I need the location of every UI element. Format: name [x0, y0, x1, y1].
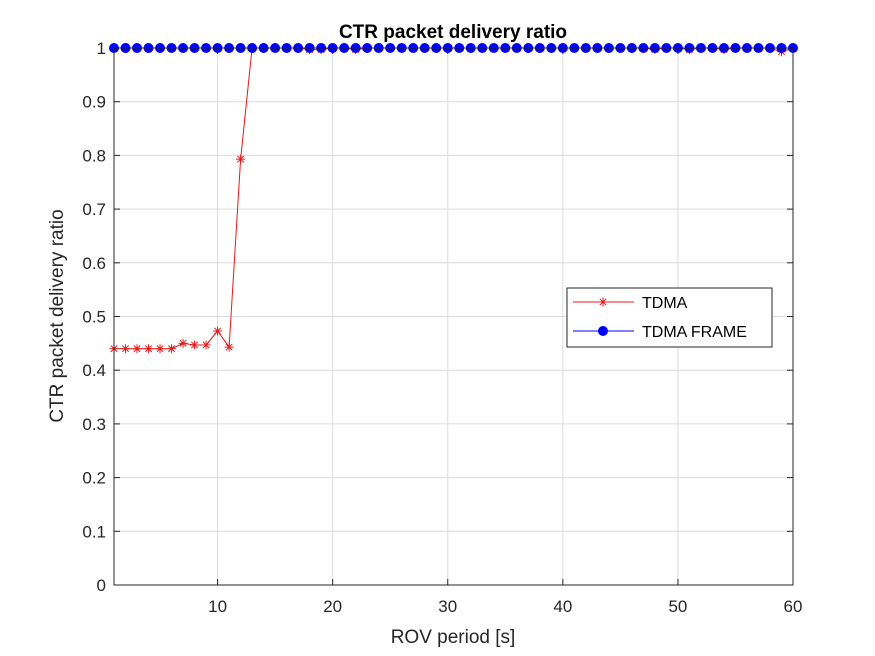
y-tick-label: 0.4 — [82, 361, 106, 380]
legend: TDMA TDMA FRAME — [566, 287, 773, 348]
data-point-tdma — [201, 340, 211, 350]
y-tick-label: 0.8 — [82, 146, 106, 165]
tick-labels: 10 20 30 40 50 60 0 0.1 0.2 0.3 0.4 0.5 0.6 0.7 0.8 0.9… — [82, 39, 802, 616]
y-tick-label: 0.9 — [82, 93, 106, 112]
y-tick-label: 0.1 — [82, 522, 106, 541]
y-tick-label: 0.6 — [82, 254, 106, 273]
x-tick-label: 60 — [784, 597, 803, 616]
legend-marker-point — [598, 326, 608, 336]
y-tick-label: 0.5 — [82, 308, 106, 327]
data-point-tdma — [236, 154, 246, 164]
data-point-tdma — [155, 344, 165, 354]
legend-marker-tdma-frame — [598, 326, 608, 336]
legend-marker-tdma — [598, 297, 608, 307]
x-tick-label: 10 — [208, 597, 227, 616]
data-point-tdma — [121, 344, 131, 354]
y-tick-label: 0.7 — [82, 200, 106, 219]
y-tick-label: 0 — [97, 576, 106, 595]
legend-box — [566, 287, 773, 348]
y-tick-label: 0.2 — [82, 469, 106, 488]
data-point-tdma — [144, 344, 154, 354]
x-tick-label: 40 — [553, 597, 572, 616]
plot-frame — [113, 47, 794, 586]
data-point-tdma — [178, 338, 188, 348]
data-point-tdma — [224, 342, 234, 352]
data-point-tdma — [132, 344, 142, 354]
y-tick-label: 0.3 — [82, 415, 106, 434]
legend-label-tdma-frame: TDMA FRAME — [642, 324, 747, 341]
x-axis-label: ROV period [s] — [391, 627, 516, 648]
x-tick-label: 50 — [668, 597, 687, 616]
x-tick-label: 30 — [438, 597, 457, 616]
legend-label-tdma: TDMA — [642, 295, 688, 312]
data-point-tdma — [167, 344, 177, 354]
chart-title: CTR packet delivery ratio — [339, 22, 567, 43]
x-tick-label: 20 — [323, 597, 342, 616]
data-point-tdma — [190, 340, 200, 350]
y-tick-label: 1 — [97, 39, 106, 58]
data-point-tdma — [213, 326, 223, 336]
y-axis-label: CTR packet delivery ratio — [47, 209, 68, 422]
legend-marker-point — [598, 297, 608, 307]
